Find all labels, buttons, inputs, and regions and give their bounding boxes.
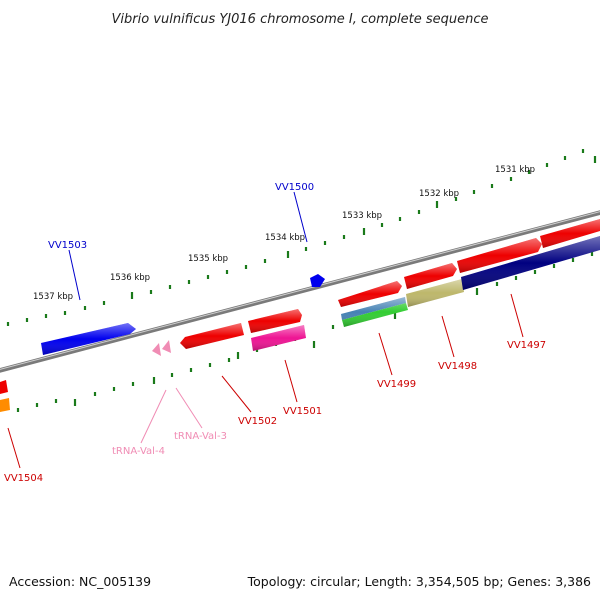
gene-vv1500[interactable] (310, 274, 325, 287)
annotation-vv1499[interactable] (341, 297, 408, 327)
kbp-labels: 1537 kbp 1536 kbp 1535 kbp 1534 kbp 1533… (33, 165, 535, 302)
leader-line (175, 387, 203, 429)
leader-line (140, 389, 167, 444)
gene-label-vv1499[interactable]: VV1499 (377, 379, 416, 390)
topology-text: Topology: circular; Length: 3,354,505 bp… (247, 574, 591, 589)
gene-vv1503[interactable] (41, 323, 136, 355)
kbp-label: 1531 kbp (495, 165, 535, 175)
trna-label-val-4[interactable]: tRNA-Val-4 (112, 446, 165, 457)
chromosome-backbone (0, 210, 600, 373)
kbp-label: 1534 kbp (265, 233, 305, 243)
gene-vv1504[interactable] (0, 380, 8, 394)
kbp-label: 1535 kbp (188, 254, 228, 264)
trna-arrow (152, 343, 161, 356)
gene-arrow (0, 380, 8, 394)
gene-label-vv1502[interactable]: VV1502 (238, 416, 277, 427)
gene-vv1502[interactable] (180, 323, 244, 349)
trna-arrow (162, 340, 171, 353)
trna-val-3[interactable] (162, 340, 171, 353)
outer-tick-track (6, 149, 597, 326)
leader-lines (7, 191, 524, 469)
trna-val-4[interactable] (152, 343, 161, 356)
leader-line (293, 191, 308, 243)
leader-line (221, 375, 252, 413)
map-title: Vibrio vulnificus YJ016 chromosome I, co… (111, 12, 488, 27)
leader-line (378, 332, 393, 376)
kbp-label: 1533 kbp (342, 211, 382, 221)
gene-label-vv1501[interactable]: VV1501 (283, 406, 322, 417)
trna-label-val-3[interactable]: tRNA-Val-3 (174, 431, 227, 442)
gene-label-vv1497[interactable]: VV1497 (507, 340, 546, 351)
leader-line (7, 427, 21, 469)
gene-vv1499[interactable] (338, 281, 402, 307)
annotation-vv1497[interactable] (461, 236, 600, 290)
annotation-vv1501[interactable] (251, 325, 306, 351)
kbp-label: 1536 kbp (110, 273, 150, 283)
gene-vv1497[interactable] (457, 219, 600, 273)
kbp-label: 1537 kbp (33, 292, 73, 302)
kbp-label: 1532 kbp (419, 189, 459, 199)
gene-label-vv1500[interactable]: VV1500 (275, 182, 314, 193)
annotation-bar (0, 398, 10, 412)
annotation-vv1498[interactable] (406, 279, 464, 307)
gene-vv1498[interactable] (404, 263, 457, 289)
gene-label-vv1498[interactable]: VV1498 (438, 361, 477, 372)
gene-vv1501[interactable] (248, 309, 302, 333)
backbone-highlight (0, 211, 600, 370)
leader-line (441, 315, 455, 358)
leader-line (284, 359, 298, 403)
leader-line (68, 249, 81, 301)
annotation-vv1504[interactable] (0, 398, 10, 412)
gene-arrow (310, 274, 325, 287)
gene-label-vv1504[interactable]: VV1504 (4, 473, 43, 484)
accession-text: Accession: NC_005139 (9, 574, 152, 589)
gene-label-vv1503[interactable]: VV1503 (48, 240, 87, 251)
leader-line (510, 293, 524, 338)
